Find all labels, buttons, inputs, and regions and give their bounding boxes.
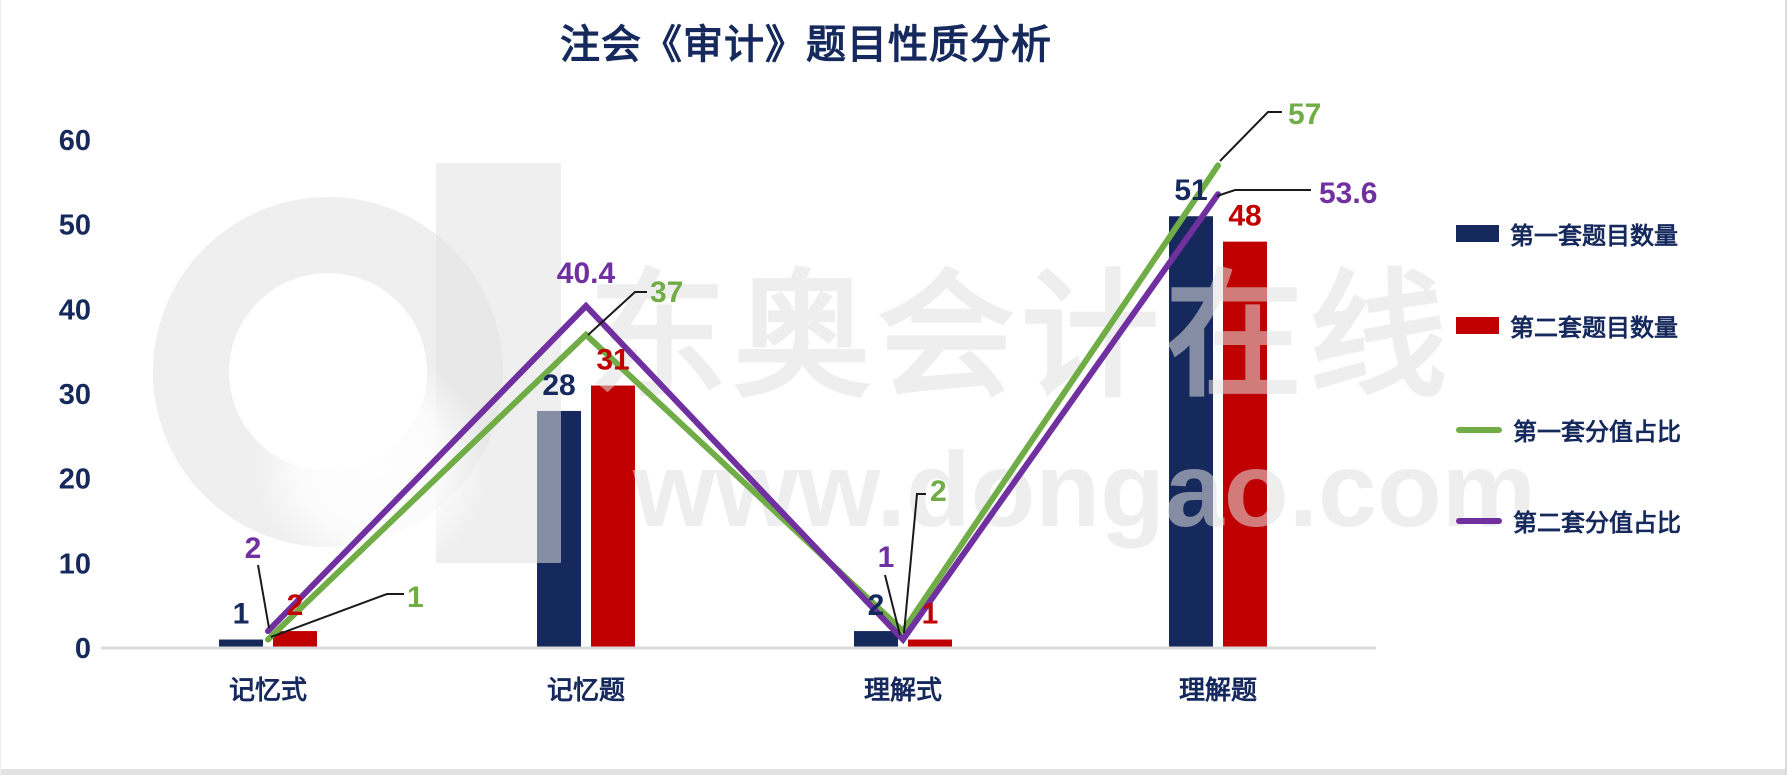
line-value-label: 2 bbox=[930, 475, 947, 508]
bar-value-label: 31 bbox=[596, 344, 629, 377]
legend-swatch-line-green bbox=[1456, 426, 1502, 433]
legend-item-series2-line: 第二套分值占比 bbox=[1456, 503, 1681, 538]
bar-value-label: 2 bbox=[868, 589, 885, 622]
bar-第二套题目数量-记忆式 bbox=[273, 631, 317, 648]
bar-第二套题目数量-理解题 bbox=[1223, 241, 1267, 648]
bar-value-label: 48 bbox=[1228, 200, 1261, 233]
bar-value-label: 2 bbox=[287, 589, 304, 622]
y-tick-label: 10 bbox=[59, 548, 91, 580]
y-tick-label: 40 bbox=[59, 294, 91, 326]
bar-value-label: 1 bbox=[922, 598, 939, 631]
x-category-label: 理解题 bbox=[1179, 675, 1257, 705]
bar-value-label: 28 bbox=[542, 369, 575, 402]
bar-第二套题目数量-理解式 bbox=[908, 639, 952, 648]
legend-item-series1-bars: 第一套题目数量 bbox=[1456, 216, 1678, 251]
x-category-label: 记忆题 bbox=[547, 675, 625, 705]
y-tick-label: 60 bbox=[59, 125, 91, 157]
line-value-label: 40.4 bbox=[557, 257, 616, 290]
x-category-label: 记忆式 bbox=[229, 675, 307, 705]
legend-label: 第一套题目数量 bbox=[1510, 223, 1678, 250]
line-value-label: 2 bbox=[245, 532, 262, 565]
label-leader-line bbox=[903, 493, 926, 634]
label-leader-line bbox=[1219, 111, 1282, 162]
bar-第二套题目数量-记忆题 bbox=[591, 385, 635, 648]
line-value-label: 1 bbox=[878, 541, 895, 574]
line-value-label: 53.6 bbox=[1319, 177, 1377, 210]
window-right-edge bbox=[1785, 0, 1787, 775]
legend-label: 第二套题目数量 bbox=[1510, 315, 1678, 342]
bar-value-label: 51 bbox=[1174, 174, 1207, 207]
bar-value-label: 1 bbox=[233, 598, 250, 631]
legend-item-series2-bars: 第二套题目数量 bbox=[1456, 308, 1678, 343]
label-leader-line bbox=[587, 291, 647, 336]
line-value-label: 1 bbox=[407, 581, 424, 614]
y-tick-label: 50 bbox=[59, 210, 91, 242]
legend-swatch-bar-red bbox=[1456, 317, 1499, 334]
line-value-label: 57 bbox=[1288, 98, 1321, 131]
bar-第一套题目数量-理解题 bbox=[1169, 216, 1213, 648]
window-bottom-edge bbox=[1, 769, 1787, 775]
bar-第一套题目数量-记忆式 bbox=[219, 639, 263, 648]
label-leader-line bbox=[270, 593, 404, 638]
legend-item-series1-line: 第一套分值占比 bbox=[1456, 412, 1681, 447]
y-tick-label: 0 bbox=[75, 633, 91, 665]
legend-label: 第二套分值占比 bbox=[1513, 510, 1681, 537]
chart-title: 注会《审计》题目性质分析 bbox=[560, 23, 1052, 67]
y-tick-label: 20 bbox=[59, 464, 91, 496]
legend-label: 第一套分值占比 bbox=[1513, 419, 1681, 446]
legend-swatch-line-purple bbox=[1456, 517, 1502, 524]
line-第二套分值占比 bbox=[265, 191, 1221, 645]
line-value-label: 37 bbox=[650, 276, 683, 309]
legend-swatch-bar-navy bbox=[1456, 225, 1499, 242]
x-category-label: 理解式 bbox=[864, 675, 942, 705]
y-tick-label: 30 bbox=[59, 379, 91, 411]
label-leader-line bbox=[1216, 189, 1311, 197]
label-leader-line bbox=[257, 564, 270, 629]
bar-第一套题目数量-理解式 bbox=[854, 631, 898, 648]
label-leader-line bbox=[884, 574, 901, 636]
line-第一套分值占比 bbox=[265, 162, 1221, 643]
